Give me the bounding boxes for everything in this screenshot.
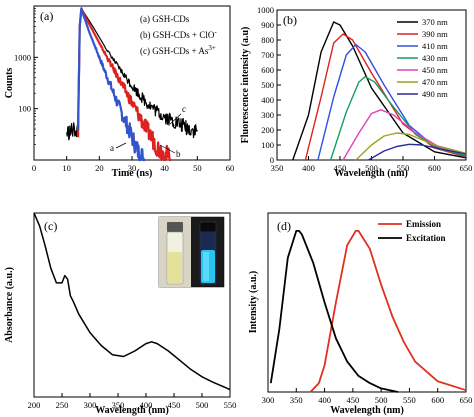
- x-tick-label: 550: [403, 395, 416, 405]
- panel-d-series: [269, 230, 467, 393]
- panel-b-ticks: 350 400 450 500 550 600 650 0 100 200 300 400 500 600…: [257, 5, 472, 173]
- curve-label-a-pointer: [115, 142, 127, 149]
- x-tick-label: 60: [226, 163, 235, 173]
- x-tick-label: 450: [346, 395, 359, 405]
- x-tick-label: 650: [460, 395, 473, 405]
- legend-entry: 470 nm: [422, 77, 448, 87]
- decay-curve-b: [77, 7, 172, 162]
- panel-b-ylabel: Fluorescence intensity (a.u): [240, 27, 251, 144]
- y-tick-label: 900: [261, 20, 274, 30]
- y-tick-label: 600: [261, 65, 274, 75]
- y-tick-label: 100: [261, 140, 274, 150]
- panel-a-series: [66, 7, 198, 162]
- panel-a-xlabel: Time (ns): [112, 168, 153, 179]
- panel-a-legend-b: (b) GSH-CDs + ClO-: [140, 28, 217, 40]
- panel-d: (d) 300 350 400 450 500 550 600 650 Emission Exc…: [248, 212, 473, 416]
- panel-a-label: (a): [40, 9, 53, 23]
- panel-c-series: [33, 212, 231, 391]
- y-tick-label: 400: [261, 95, 274, 105]
- x-tick-label: 400: [302, 163, 315, 173]
- x-tick-label: 0: [32, 163, 36, 173]
- legend-entry: Excitation: [406, 233, 446, 243]
- series-line-0: [33, 212, 231, 391]
- curve-label-c: c: [182, 104, 186, 114]
- x-tick-label: 600: [431, 395, 444, 405]
- x-tick-label: 550: [224, 400, 237, 410]
- panel-a-legend-c: (c) GSH-CDs + As3+: [140, 44, 216, 56]
- x-tick-label: 40: [160, 163, 169, 173]
- x-tick-label: 30: [128, 163, 137, 173]
- x-tick-label: 200: [28, 400, 41, 410]
- y-tick-label: 100: [18, 104, 31, 114]
- panel-b: (b) 350 400 450 500 550 600 650 0 100 200 300 400 50…: [240, 5, 472, 179]
- series-line-470-nm: [355, 132, 467, 161]
- panel-b-xlabel: Wavelength (nm): [334, 168, 408, 179]
- legend-entry: 450 nm: [422, 65, 448, 75]
- panel-a: (a) 0 10 20 30 40 50 60 100 1000 Time (ns) Count…: [4, 5, 235, 179]
- x-tick-label: 500: [375, 395, 388, 405]
- x-tick-label: 20: [95, 163, 104, 173]
- x-tick-label: 350: [271, 163, 284, 173]
- y-tick-label: 0: [270, 155, 274, 165]
- series-line-Excitation: [269, 230, 399, 393]
- x-tick-label: 10: [62, 163, 71, 173]
- y-tick-label: 700: [261, 50, 274, 60]
- x-tick-label: 450: [168, 400, 181, 410]
- panel-b-series: [292, 21, 467, 161]
- curve-label-b: b: [176, 149, 181, 159]
- legend-entry: 490 nm: [422, 89, 448, 99]
- panel-a-ylabel: Counts: [4, 68, 15, 99]
- panel-c-label: (c): [44, 219, 57, 233]
- y-tick-label: 300: [261, 110, 274, 120]
- x-tick-label: 400: [140, 400, 153, 410]
- y-tick-label: 1000: [14, 52, 31, 62]
- legend-entry: Emission: [406, 219, 441, 229]
- legend-entry: 390 nm: [422, 29, 448, 39]
- x-tick-label: 650: [460, 163, 473, 173]
- decay-curve-c: [66, 7, 198, 141]
- curve-label-b-pointer: [159, 144, 176, 154]
- panel-d-xlabel: Wavelength (nm): [330, 405, 404, 416]
- x-tick-label: 400: [318, 395, 331, 405]
- vials-photo-inset: [158, 216, 225, 288]
- panel-d-label: (d): [277, 219, 291, 233]
- panel-c-ylabel: Absorbance (a.u.): [4, 267, 15, 343]
- x-tick-label: 350: [290, 395, 303, 405]
- x-tick-label: 500: [196, 400, 209, 410]
- x-tick-label: 500: [365, 163, 378, 173]
- legend-entry: 410 nm: [422, 41, 448, 51]
- curve-label-c-pointer: [169, 113, 182, 125]
- y-tick-label: 800: [261, 35, 274, 45]
- panel-d-legend: Emission Excitation: [378, 219, 446, 243]
- x-tick-label: 350: [112, 400, 125, 410]
- panel-c: (c) 200 250 300 350 400 450 500 550 Wavelength …: [4, 212, 237, 416]
- panel-a-ticks: 0 10 20 30 40 50 60 100 1000: [14, 7, 235, 173]
- x-tick-label: 600: [428, 163, 441, 173]
- x-tick-label: 300: [84, 400, 97, 410]
- panel-b-legend: 370 nm 390 nm 410 nm 430 nm 450 nm 470 nm 490 …: [397, 17, 448, 99]
- panel-a-legend-a: (a) GSH-CDs: [140, 14, 190, 24]
- y-tick-label: 200: [261, 125, 274, 135]
- x-tick-label: 450: [334, 163, 347, 173]
- curve-label-a: a: [110, 143, 114, 153]
- legend-entry: 430 nm: [422, 53, 448, 63]
- series-line-490-nm: [368, 143, 467, 161]
- y-tick-label: 500: [261, 80, 274, 90]
- panel-c-ticks: 200 250 300 350 400 450 500 550: [28, 393, 237, 410]
- series-line-Emission: [309, 230, 467, 393]
- y-tick-label: 1000: [257, 5, 274, 15]
- panel-c-xlabel: Wavelength (nm): [95, 405, 169, 416]
- x-tick-label: 50: [193, 163, 202, 173]
- panel-d-ylabel: Intensity (a.u.): [248, 271, 259, 334]
- x-tick-label: 550: [397, 163, 410, 173]
- decay-curve-a: [77, 7, 146, 162]
- x-tick-label: 250: [56, 400, 69, 410]
- panel-b-label: (b): [283, 13, 297, 27]
- x-tick-label: 300: [262, 395, 275, 405]
- legend-entry: 370 nm: [422, 17, 448, 27]
